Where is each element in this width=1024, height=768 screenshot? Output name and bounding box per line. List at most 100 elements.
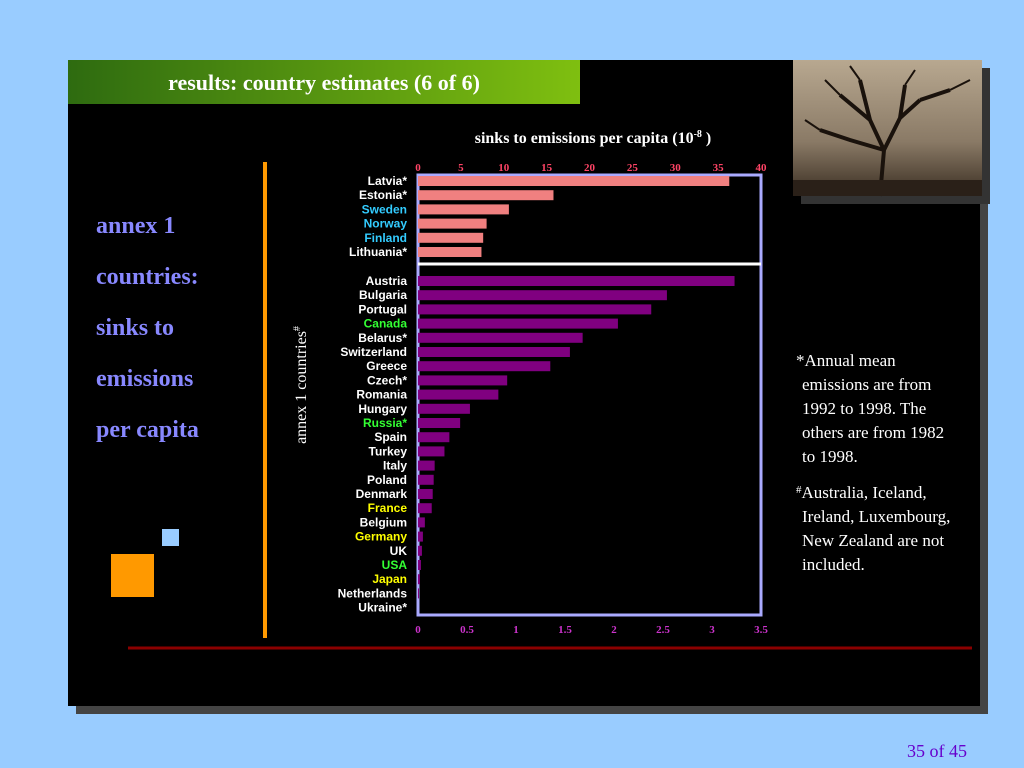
category-label: Norway [364,217,408,231]
note-line: #Australia, Iceland, [796,483,927,502]
bar [418,176,730,186]
x-tick-label: 40 [756,162,768,174]
heading-line: annex 1 [96,213,175,239]
bar [418,290,667,301]
heading-line: per capita [96,417,199,443]
category-label: Austria [366,274,408,288]
x-tick-label: 30 [670,162,682,174]
category-label: Italy [383,459,407,473]
bar [418,517,425,528]
category-label: Canada [364,317,408,331]
bar [418,375,508,386]
x-tick-label: 25 [627,162,639,174]
bar [418,489,433,499]
bar [418,204,509,215]
category-label: Russia* [363,416,407,430]
note-line: others are from 1982 [802,423,944,442]
chart-title-text: sinks to emissions per capita (10 [475,130,694,147]
bar [418,403,470,414]
category-label: Latvia* [368,174,408,188]
title-bar [68,60,580,104]
chart-title-sup: -8 [694,129,702,140]
y-axis-label-text: annex 1 countries [293,331,310,444]
heading-line: countries: [96,264,199,290]
slide-title: results: country estimates (6 of 6) [168,70,480,95]
x-tick-label: 35 [713,162,725,174]
painting [793,60,990,204]
x-tick-label: 0 [415,624,421,636]
category-label: Poland [367,473,407,487]
deco-square [111,554,154,597]
category-label: Switzerland [340,345,407,359]
note-line: *Annual mean [796,351,896,370]
category-label: Lithuania* [349,245,407,259]
bar [418,474,434,485]
bar [418,418,461,428]
category-label: Belgium [360,515,407,529]
x-tick-label: 1 [513,624,519,636]
y-axis-label-sup: # [292,326,303,331]
note-text: Australia, Iceland, [802,483,927,502]
category-label: Turkey [369,444,408,458]
bar [418,588,419,599]
category-label: Germany [355,530,407,544]
category-label: Spain [374,430,407,444]
bar [418,218,487,229]
bar [418,190,554,201]
bar [418,332,583,343]
bar [418,247,482,257]
chart-title-end: ) [702,130,711,147]
bar [418,361,551,372]
x-tick-label: 5 [458,162,464,174]
bar [418,446,445,457]
x-tick-label: 0 [415,162,421,174]
bar [418,545,422,556]
category-label: Japan [372,572,407,586]
category-label: France [368,501,408,515]
note-line: Ireland, Luxembourg, [802,507,950,526]
bar [418,574,420,585]
bar [418,276,735,286]
note-line: emissions are from [802,375,931,394]
bar [418,531,423,542]
x-tick-label: 2.5 [656,624,670,636]
bar [418,432,450,443]
x-tick-label: 3 [709,624,715,636]
category-label: Netherlands [338,586,408,600]
category-label: USA [382,558,408,572]
category-label: Sweden [362,202,407,216]
category-label: Hungary [358,402,407,416]
heading-line: emissions [96,366,193,392]
category-label: Bulgaria [359,288,407,302]
note-line: included. [802,555,865,574]
note-line: 1992 to 1998. The [802,399,926,418]
category-label: Portugal [358,302,407,316]
y-axis-label: annex 1 countries# [292,326,310,444]
category-label: Belarus* [358,331,407,345]
category-label: Estonia* [359,188,407,202]
bar [418,304,652,315]
page-number: 35 of 45 [907,741,967,761]
category-label: Finland [364,231,407,245]
note-line: to 1998. [802,447,858,466]
bar [418,460,435,471]
bar [418,560,421,570]
x-tick-label: 15 [541,162,553,174]
bar [418,318,618,329]
category-label: Greece [366,359,407,373]
bar [418,503,432,514]
heading-line: sinks to [96,315,174,341]
note-mark: * [796,351,805,370]
x-tick-label: 3.5 [754,624,768,636]
note-text: Annual mean [805,351,897,370]
note-mark: # [796,484,802,496]
category-label: Romania [356,388,407,402]
x-tick-label: 2 [611,624,617,636]
deco-square [162,529,179,546]
category-label: UK [390,544,408,558]
bar [418,347,570,357]
x-tick-label: 0.5 [460,624,474,636]
category-label: Czech* [367,373,407,387]
